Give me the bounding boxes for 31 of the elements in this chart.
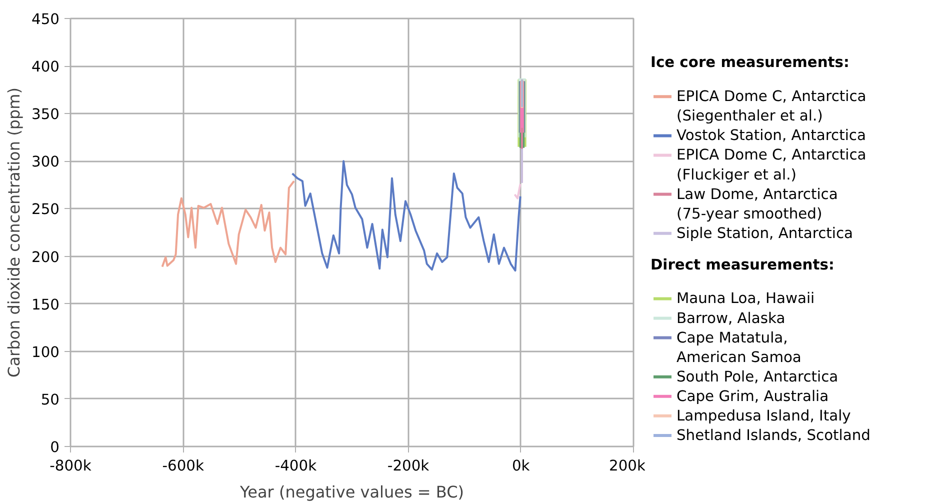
y-axis-title: Carbon dioxide concentration (ppm) xyxy=(4,88,24,378)
y-tick-label: 50 xyxy=(40,391,60,408)
x-tick-label: -200k xyxy=(387,458,430,474)
x-tick-label: -800k xyxy=(50,458,92,474)
x-tick-label: 0k xyxy=(512,458,530,474)
legend-label: Shetland Islands, Scotland xyxy=(676,426,870,444)
y-tick-label: 400 xyxy=(32,58,60,76)
legend-label: Barrow, Alaska xyxy=(676,310,786,327)
y-tick-label: 350 xyxy=(32,106,60,124)
legend-label: EPICA Dome C, Antarctica (Fluckiger et al.) xyxy=(676,146,866,184)
x-tick-label: -400k xyxy=(274,458,318,474)
x-axis-title: Year (negative values = BC) xyxy=(239,482,464,502)
y-tick-label: 0 xyxy=(50,439,60,456)
legend-label: Law Dome, Antarctica (75-year smoothed) xyxy=(676,186,838,222)
legend-label: South Pole, Antarctica xyxy=(676,368,838,386)
legend-label: Vostok Station, Antarctica xyxy=(676,127,866,144)
y-tick-label: 200 xyxy=(32,248,60,266)
y-tick-label: 300 xyxy=(32,154,60,171)
y-tick-label: 100 xyxy=(32,344,60,361)
text: Ice core measurements: xyxy=(650,54,850,72)
y-tick-label: 150 xyxy=(32,296,60,314)
legend-label: Mauna Loa, Hawaii xyxy=(676,290,815,308)
text: Direct measurements: xyxy=(650,256,834,274)
legend-label: Cape Grim, Australia xyxy=(676,388,829,405)
legend-label: Cape Matatula, American Samoa xyxy=(676,329,802,366)
legend-label: EPICA Dome C, Antarctica (Siegenthaler et al.) xyxy=(676,88,866,125)
x-tick-label: -600k xyxy=(162,458,204,474)
legend-label: Siple Station, Antarctica xyxy=(676,224,854,242)
y-tick-label: 250 xyxy=(32,201,60,218)
legend-label: Lampedusa Island, Italy xyxy=(676,407,852,424)
y-tick-label: 450 xyxy=(32,11,60,28)
